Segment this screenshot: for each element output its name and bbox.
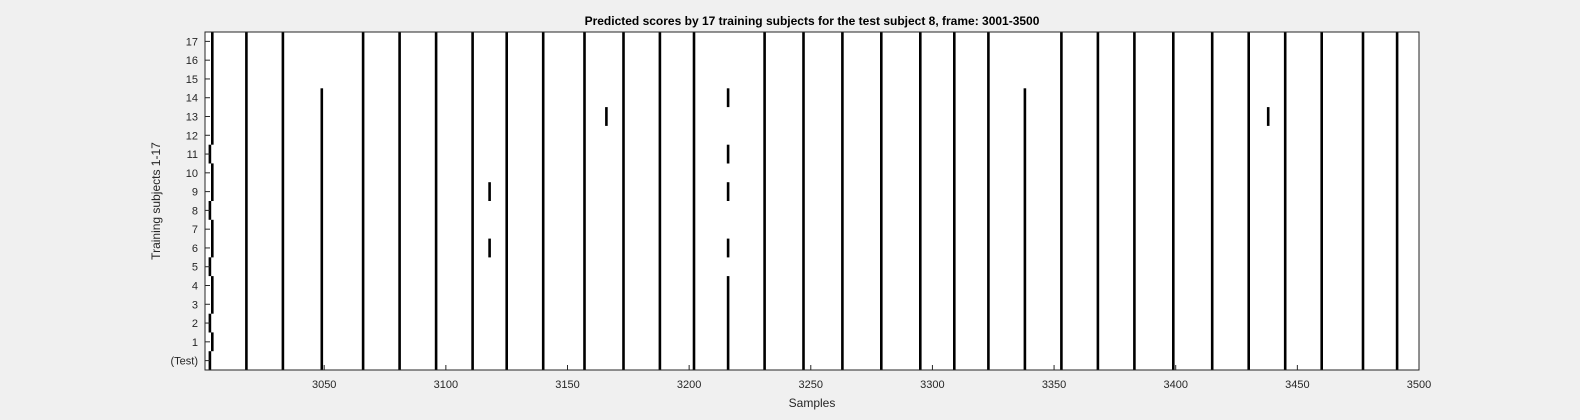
event-mark	[320, 88, 324, 371]
event-mark	[987, 32, 990, 370]
event-mark	[802, 32, 805, 370]
y-tick-label: 6	[192, 243, 198, 255]
event-mark	[211, 163, 214, 201]
y-tick-label: 10	[186, 168, 198, 180]
event-mark	[622, 32, 625, 370]
event-mark	[1060, 32, 1063, 370]
event-mark	[488, 182, 491, 201]
y-tick-label: 8	[192, 205, 198, 217]
event-mark	[1266, 107, 1270, 126]
event-mark	[245, 32, 248, 370]
event-mark	[583, 32, 586, 370]
event-mark	[471, 32, 474, 370]
plot-frame	[204, 31, 1420, 371]
event-mark	[211, 276, 214, 314]
event-mark	[281, 32, 285, 370]
y-tick-label: 14	[186, 93, 198, 105]
event-mark	[726, 182, 730, 201]
event-mark	[1172, 32, 1175, 370]
event-mark	[488, 238, 491, 258]
event-mark	[726, 276, 730, 370]
event-mark	[541, 32, 545, 370]
event-mark	[211, 219, 214, 258]
event-mark	[1210, 32, 1214, 370]
event-mark	[763, 32, 766, 370]
event-mark	[880, 32, 883, 370]
chart-title: Predicted scores by 17 training subjects…	[585, 14, 1040, 28]
x-tick-label: 3450	[1285, 379, 1309, 391]
event-mark	[434, 32, 438, 370]
event-mark	[1247, 32, 1250, 370]
event-mark	[211, 32, 214, 145]
y-tick-label: 4	[192, 281, 198, 293]
event-mark	[726, 88, 730, 108]
event-mark	[726, 144, 730, 164]
x-tick-label: 3150	[555, 379, 579, 391]
event-mark	[398, 32, 401, 370]
x-tick-label: 3200	[677, 379, 701, 391]
event-mark	[361, 32, 365, 370]
event-mark	[841, 32, 844, 370]
y-tick-label: 2	[192, 318, 198, 330]
event-mark	[953, 32, 956, 370]
event-mark	[658, 32, 662, 370]
y-tick-label: 12	[186, 130, 198, 142]
x-tick-label: 3350	[1042, 379, 1066, 391]
event-mark	[505, 32, 508, 370]
event-mark	[1395, 32, 1399, 370]
y-axis-label: Training subjects 1-17	[149, 142, 163, 260]
event-mark	[1320, 32, 1323, 370]
y-tick-label: 16	[186, 55, 198, 67]
event-mark	[1023, 88, 1027, 371]
event-mark	[605, 107, 608, 126]
y-tick-label: 13	[186, 112, 198, 124]
event-mark	[692, 32, 696, 370]
x-axis-label: Samples	[789, 396, 836, 410]
event-mark	[211, 332, 214, 352]
x-tick-label: 3400	[1163, 379, 1187, 391]
event-marks	[208, 32, 1399, 371]
event-mark	[1283, 32, 1287, 370]
y-tick-label: 1	[192, 337, 198, 349]
y-tick-label: 5	[192, 262, 198, 274]
x-tick-label: 3100	[434, 379, 458, 391]
y-tick-label: (Test)	[171, 356, 199, 368]
x-tick-label: 3250	[799, 379, 823, 391]
event-mark	[919, 32, 922, 370]
y-tick-label: 7	[192, 224, 198, 236]
y-tick-label: 9	[192, 187, 198, 199]
x-tick-label: 3300	[920, 379, 944, 391]
x-tick-label: 3500	[1407, 379, 1431, 391]
x-tick-label: 3050	[312, 379, 336, 391]
event-mark	[1133, 32, 1136, 370]
event-mark	[1096, 32, 1100, 370]
y-tick-label: 3	[192, 299, 198, 311]
event-mark	[1361, 32, 1365, 370]
y-tick-label: 15	[186, 74, 198, 86]
x-axis-ticks: 3050 3100 3150 3200 3250 3300 3350 3400 3450 3500	[312, 365, 1431, 391]
event-mark	[726, 238, 730, 258]
y-tick-label: 17	[186, 36, 198, 48]
y-tick-label: 11	[187, 149, 198, 161]
plot-area	[205, 32, 1419, 370]
